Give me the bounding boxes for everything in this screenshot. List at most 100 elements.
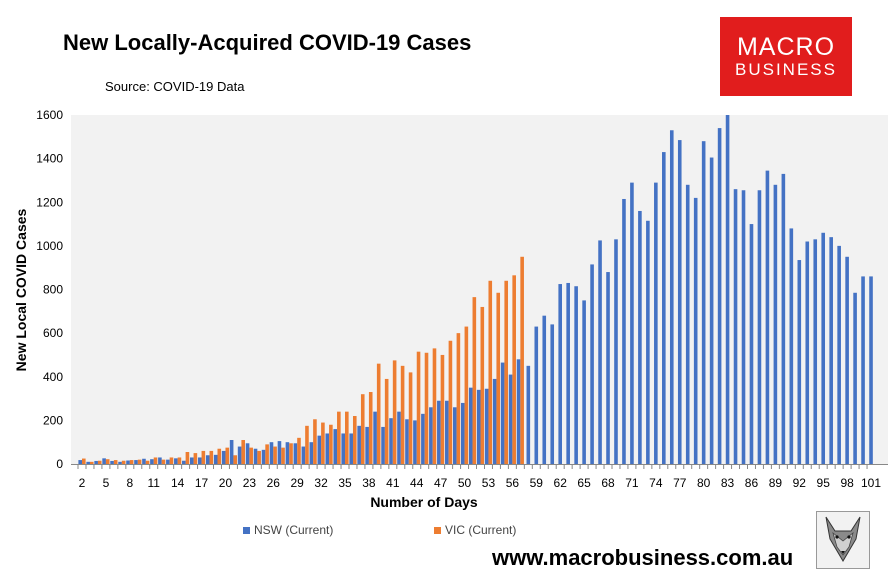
bar-nsw xyxy=(118,461,122,464)
y-tick-label: 200 xyxy=(43,413,63,427)
bar-nsw xyxy=(429,407,433,464)
bar-nsw xyxy=(749,224,754,464)
bar-nsw xyxy=(677,140,682,464)
bar-nsw xyxy=(197,457,202,464)
x-tick-label: 5 xyxy=(103,476,110,490)
bar-nsw xyxy=(638,210,642,464)
bar-nsw xyxy=(301,446,306,464)
bar-vic xyxy=(97,460,102,464)
x-tick-label: 95 xyxy=(817,476,831,490)
bar-nsw xyxy=(174,458,178,464)
x-tick-label: 74 xyxy=(649,476,663,490)
x-tick-label: 50 xyxy=(458,476,472,490)
y-tick-label: 1200 xyxy=(36,195,63,209)
bar-vic xyxy=(193,453,198,464)
bar-nsw xyxy=(598,240,602,464)
bar-nsw xyxy=(110,460,114,464)
bar-vic xyxy=(82,458,86,464)
x-tick-label: 17 xyxy=(195,476,209,490)
bar-nsw xyxy=(126,460,130,464)
bar-nsw xyxy=(333,429,338,464)
legend-item-vic: VIC (Current) xyxy=(434,523,516,537)
bar-nsw xyxy=(245,443,250,464)
bar-vic xyxy=(273,446,277,464)
y-tick-label: 1400 xyxy=(36,152,63,166)
bar-nsw xyxy=(78,460,82,464)
bar-vic xyxy=(257,450,261,464)
bar-vic xyxy=(161,459,166,464)
bar-nsw xyxy=(166,459,170,464)
bar-nsw xyxy=(277,441,282,464)
bar-vic xyxy=(145,460,150,464)
bar-nsw xyxy=(189,457,194,464)
x-tick-label: 80 xyxy=(697,476,711,490)
bar-nsw xyxy=(437,400,441,464)
bar-nsw xyxy=(566,282,570,464)
wolf-mascot-icon xyxy=(816,511,870,569)
x-tick-label: 38 xyxy=(362,476,376,490)
bar-nsw xyxy=(269,442,274,464)
bar-vic xyxy=(352,416,357,464)
bar-nsw xyxy=(813,239,818,464)
bar-nsw xyxy=(317,435,322,464)
logo-line-2: BUSINESS xyxy=(735,60,837,79)
bar-vic xyxy=(440,354,445,464)
y-tick-label: 800 xyxy=(43,283,63,297)
bar-nsw xyxy=(805,241,810,464)
bar-vic xyxy=(217,448,222,464)
bar-nsw xyxy=(622,198,626,465)
x-tick-label: 14 xyxy=(171,476,185,490)
bar-vic xyxy=(416,351,421,464)
x-tick-label: 53 xyxy=(482,476,496,490)
bar-nsw xyxy=(582,300,586,464)
x-tick-label: 20 xyxy=(219,476,233,490)
bar-nsw xyxy=(102,458,106,464)
bar-nsw xyxy=(558,284,562,464)
x-tick-label: 98 xyxy=(840,476,854,490)
x-tick-label: 35 xyxy=(338,476,352,490)
x-tick-label: 47 xyxy=(434,476,448,490)
legend-label-nsw: NSW (Current) xyxy=(254,523,334,537)
x-tick-label: 23 xyxy=(243,476,257,490)
bar-nsw xyxy=(614,239,618,464)
bar-vic xyxy=(201,450,206,464)
bar-nsw xyxy=(468,387,473,464)
bar-vic xyxy=(265,444,269,464)
bar-vic xyxy=(289,443,293,464)
bar-nsw xyxy=(253,448,258,464)
bar-nsw xyxy=(574,286,578,464)
bar-nsw xyxy=(182,460,186,464)
x-tick-label: 62 xyxy=(554,476,568,490)
bar-vic xyxy=(496,292,501,464)
bar-vic xyxy=(169,457,174,464)
bar-nsw xyxy=(606,272,610,464)
bar-nsw xyxy=(654,182,658,464)
bar-vic xyxy=(329,424,333,464)
x-tick-label: 56 xyxy=(506,476,520,490)
macrobusiness-logo: MACRO BUSINESS xyxy=(720,17,852,96)
bar-nsw xyxy=(325,433,330,464)
bar-vic xyxy=(241,440,245,464)
chart-title: New Locally-Acquired COVID-19 Cases xyxy=(63,30,472,55)
bar-nsw xyxy=(781,173,786,464)
bar-nsw xyxy=(285,442,290,464)
bar-nsw xyxy=(86,461,90,464)
x-tick-label: 77 xyxy=(673,476,687,490)
bar-nsw xyxy=(837,245,841,465)
bar-vic xyxy=(345,411,349,464)
bar-vic xyxy=(185,452,190,464)
bar-nsw xyxy=(701,141,706,464)
bar-vic xyxy=(520,256,524,464)
bar-nsw xyxy=(205,455,210,464)
bar-vic xyxy=(400,365,405,464)
bar-vic xyxy=(424,352,429,464)
bar-vic xyxy=(225,447,230,464)
bar-nsw xyxy=(845,256,849,464)
x-axis-title: Number of Days xyxy=(370,494,478,510)
bar-nsw xyxy=(733,189,738,464)
bar-nsw xyxy=(261,449,266,464)
bar-nsw xyxy=(861,276,865,464)
bar-nsw xyxy=(741,190,746,464)
bar-nsw xyxy=(365,426,369,464)
